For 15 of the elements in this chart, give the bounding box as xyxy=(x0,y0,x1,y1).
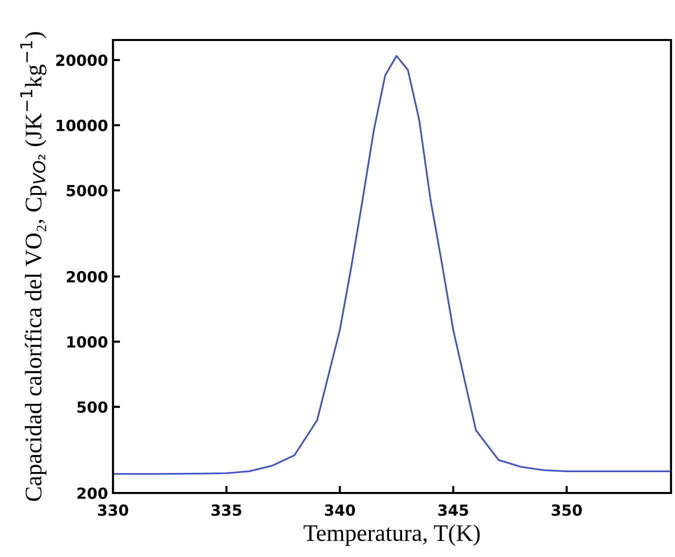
x-tick-label: 340 xyxy=(324,504,356,516)
line-series xyxy=(113,55,671,475)
y-tick-label: 200 xyxy=(77,487,108,500)
y-tick-label: 500 xyxy=(77,401,108,413)
x-tick-label: 330 xyxy=(98,504,128,516)
y-tick-label: 20000 xyxy=(56,54,108,66)
x-axis-title: Temperatura, T(K) xyxy=(304,524,480,546)
y-tick-label: 2000 xyxy=(66,270,108,283)
y-axis-title: Capacidad calorífica del VO₂, Cp$_{VO₂}$ (JK$^{−1}$kg$^{−1}$) xyxy=(20,32,46,501)
y-tick-label: 5000 xyxy=(66,184,108,196)
y-tick-label: 10000 xyxy=(56,120,108,132)
y-tick-label: 1000 xyxy=(67,336,108,348)
x-tick-label: 345 xyxy=(438,504,468,516)
x-tick-label: 350 xyxy=(552,504,582,516)
x-tick-label: 335 xyxy=(211,504,242,516)
